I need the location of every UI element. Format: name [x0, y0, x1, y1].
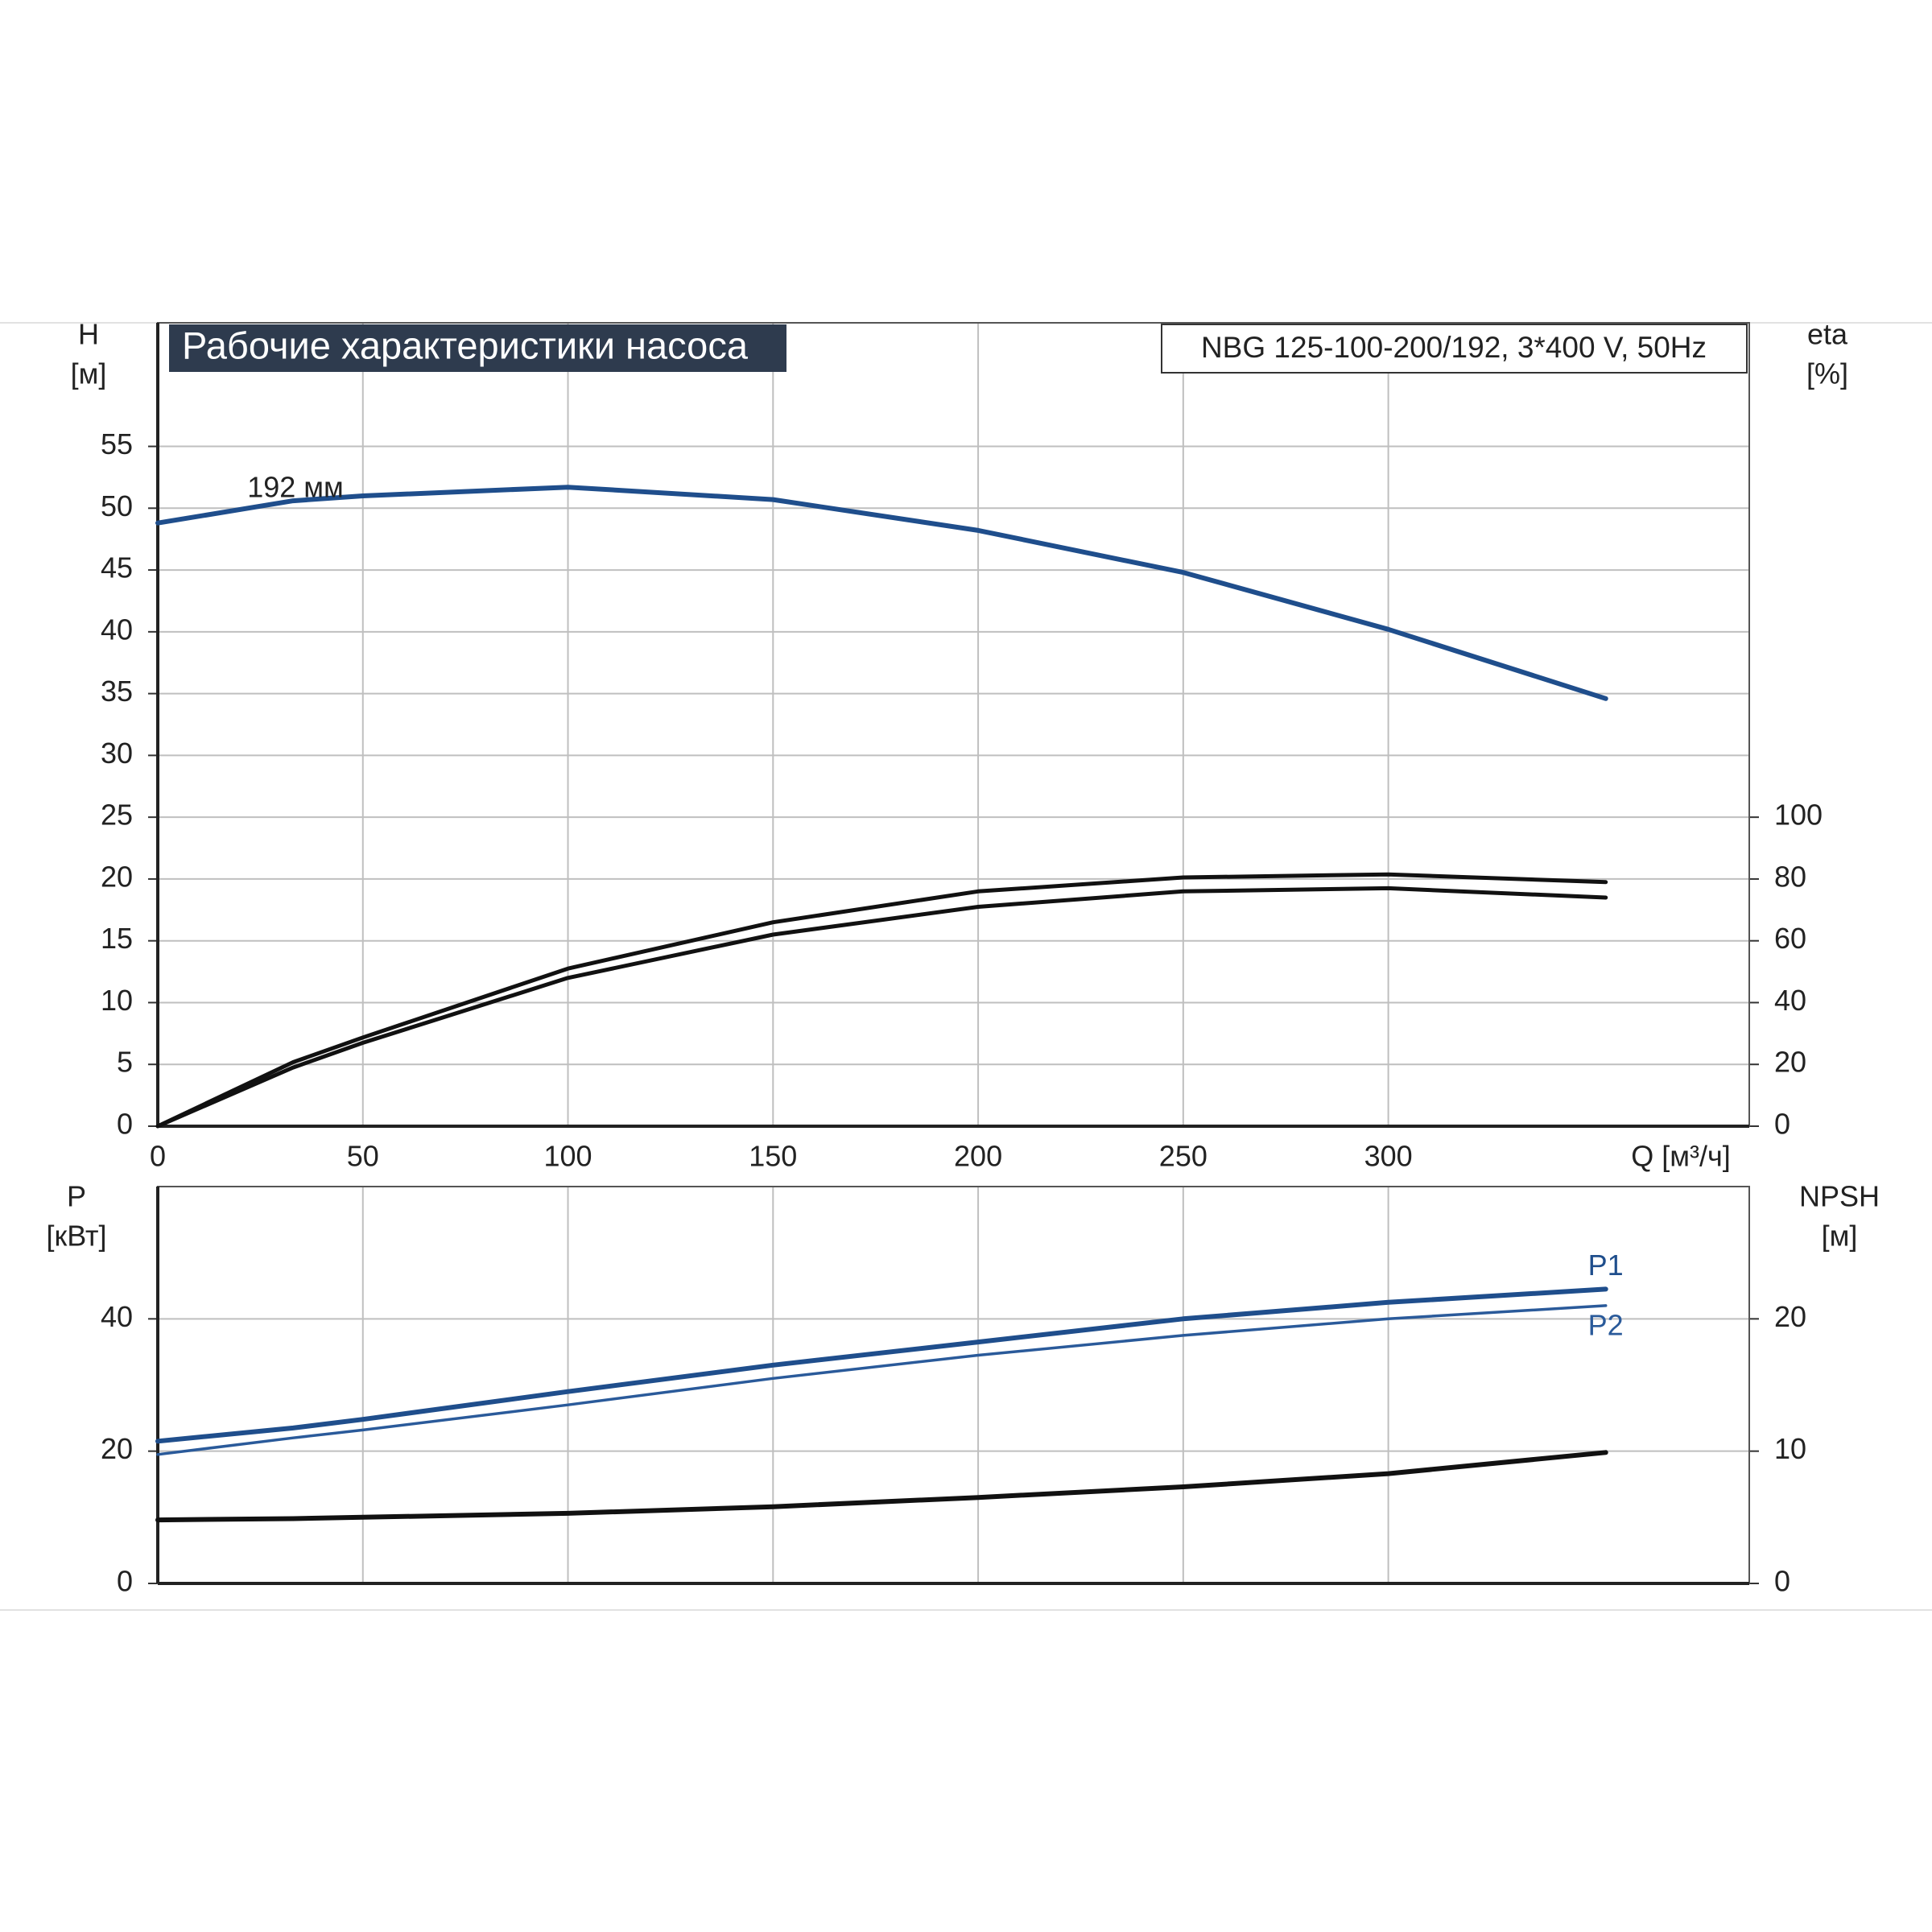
y2-tick-label: 60 [1774, 922, 1806, 955]
y-tick-label: 0 [117, 1565, 133, 1598]
y-tick-label: 50 [101, 489, 133, 522]
chart-subtitle: NBG 125-100-200/192, 3*400 V, 50Hz [1201, 331, 1707, 364]
annotation: 192 мм [247, 471, 344, 504]
series-line [155, 886, 1608, 1129]
plot-frame [157, 322, 1750, 1127]
series-line [155, 872, 1608, 1129]
y-axis-label: [м] [71, 357, 107, 390]
model-box [1161, 324, 1748, 374]
x-tick-label: 250 [1159, 1140, 1208, 1173]
y-tick-label: 10 [101, 984, 133, 1017]
y-tick-label: 40 [101, 613, 133, 646]
y-axis-label: H [78, 318, 99, 351]
y2-tick-label: 20 [1774, 1046, 1806, 1079]
y-axis-label: P [67, 1180, 86, 1213]
plot-frame [157, 1186, 1750, 1584]
x-tick-label: 0 [150, 1140, 166, 1173]
x-tick-label: 300 [1364, 1140, 1413, 1173]
series-line [155, 485, 1608, 701]
x-axis-label: Q [м³/ч] [1631, 1140, 1731, 1173]
y-tick-label: 25 [101, 799, 133, 832]
y2-tick-label: 10 [1774, 1432, 1806, 1465]
y2-tick-label: 80 [1774, 860, 1806, 893]
y2-axis-label: eta [1807, 318, 1848, 351]
x-tick-label: 200 [954, 1140, 1002, 1173]
series-label: P1 [1588, 1249, 1624, 1282]
x-tick-label: 150 [749, 1140, 797, 1173]
y2-axis-label: NPSH [1799, 1180, 1880, 1213]
y2-tick-label: 100 [1774, 799, 1823, 832]
series-label: P2 [1588, 1308, 1624, 1341]
y-tick-label: 55 [101, 427, 133, 460]
x-tick-label: 50 [347, 1140, 379, 1173]
series-line [156, 1304, 1608, 1456]
y-tick-label: 45 [101, 551, 133, 584]
y2-tick-label: 0 [1774, 1565, 1790, 1598]
y-tick-label: 30 [101, 737, 133, 770]
series-line [155, 1286, 1608, 1444]
y-tick-label: 15 [101, 922, 133, 955]
y-tick-label: 35 [101, 675, 133, 708]
y2-axis-label: [%] [1806, 357, 1848, 390]
y-tick-label: 5 [117, 1046, 133, 1079]
y2-axis-label: [м] [1822, 1220, 1858, 1253]
y-axis-label: [кВт] [46, 1220, 106, 1253]
series-line [155, 1450, 1608, 1523]
y-tick-label: 20 [101, 860, 133, 893]
x-tick-label: 100 [543, 1140, 592, 1173]
y2-tick-label: 20 [1774, 1300, 1806, 1333]
y2-tick-label: 40 [1774, 984, 1806, 1017]
y-tick-label: 0 [117, 1108, 133, 1141]
title-box [169, 324, 786, 372]
y2-tick-label: 0 [1774, 1108, 1790, 1141]
y-tick-label: 20 [101, 1432, 133, 1465]
chart-title: Рабочие характеристики насоса [182, 324, 749, 366]
y-tick-label: 40 [101, 1300, 133, 1333]
